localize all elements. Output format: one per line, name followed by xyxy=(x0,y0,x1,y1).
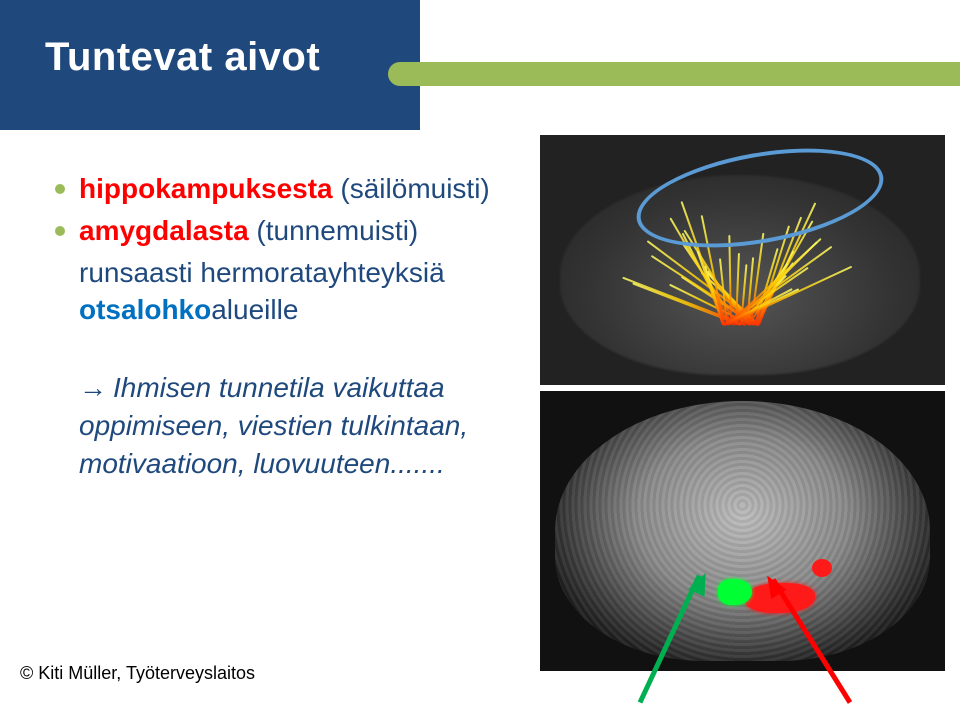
roi-hippocampus xyxy=(718,579,752,605)
figure-top-tractography xyxy=(540,135,945,385)
footer-credit: © Kiti Müller, Työterveyslaitos xyxy=(20,663,255,684)
bullet-1-text: hippokampuksesta (säilömuisti) xyxy=(79,170,490,208)
bullet-1-part-0: hippokampuksesta xyxy=(79,173,340,204)
bullet-2-part-1: (tunnemuisti) xyxy=(256,215,418,246)
arrow-line-3: motivaatioon, luovuuteen....... xyxy=(79,445,525,483)
bullet-dot-icon xyxy=(55,184,65,194)
arrow-line-1-text: Ihmisen tunnetila vaikuttaa xyxy=(113,372,445,403)
bullet-1-part-1: (säilömuisti) xyxy=(340,173,489,204)
roi-amygdala-2 xyxy=(812,559,832,577)
accent-bar xyxy=(400,62,960,86)
bullet-2-part-0: amygdalasta xyxy=(79,215,256,246)
arrow-paragraph: →Ihmisen tunnetila vaikuttaa oppimiseen,… xyxy=(79,369,525,482)
slide-title: Tuntevat aivot xyxy=(45,35,320,80)
header-band: Tuntevat aivot xyxy=(0,0,960,140)
arrow-icon: → xyxy=(79,369,107,407)
arrow-line-1: →Ihmisen tunnetila vaikuttaa xyxy=(79,369,525,407)
bullet-2: amygdalasta (tunnemuisti) xyxy=(55,212,525,250)
bullet-1: hippokampuksesta (säilömuisti) xyxy=(55,170,525,208)
bullet-2-cont-2-part-1: alueille xyxy=(211,294,298,325)
content-area: hippokampuksesta (säilömuisti) amygdalas… xyxy=(55,170,525,483)
accent-bar-cap xyxy=(388,62,412,86)
bullet-2-cont-1-part-0: runsaasti hermoratayhteyksiä xyxy=(79,257,445,288)
figure-area xyxy=(540,135,945,675)
arrow-line-3-text: motivaatioon, luovuuteen....... xyxy=(79,448,445,479)
mri-sagittal xyxy=(555,401,930,661)
arrow-line-2: oppimiseen, viestien tulkintaan, xyxy=(79,407,525,445)
mri-texture xyxy=(555,401,930,661)
bullet-2-cont-2-part-0: otsalohko xyxy=(79,294,211,325)
bullet-2-cont-1: runsaasti hermoratayhteyksiä xyxy=(79,254,525,292)
bullet-2-text: amygdalasta (tunnemuisti) xyxy=(79,212,418,250)
figure-bottom-mri xyxy=(540,391,945,671)
bullet-2-cont-2: otsalohkoalueille xyxy=(79,291,525,329)
bullet-dot-icon xyxy=(55,226,65,236)
arrow-line-2-text: oppimiseen, viestien tulkintaan, xyxy=(79,410,468,441)
